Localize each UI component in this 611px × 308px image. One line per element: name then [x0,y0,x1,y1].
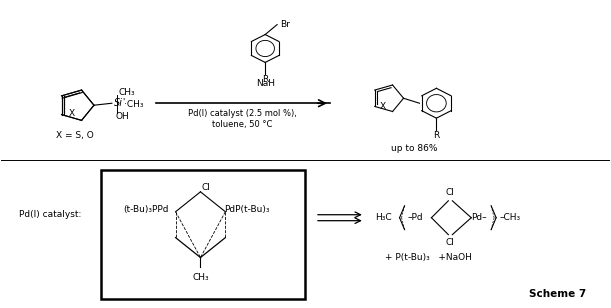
Text: ·CH₃: ·CH₃ [124,100,144,109]
Text: Cl: Cl [446,238,455,247]
Text: Cl: Cl [446,188,455,197]
Text: X = S, O: X = S, O [56,131,94,140]
Text: R: R [262,75,268,84]
Text: X: X [69,109,75,118]
Text: R: R [433,131,439,140]
Text: X: X [379,102,386,111]
Text: CH₃: CH₃ [192,273,209,282]
FancyBboxPatch shape [101,170,305,299]
Text: OH: OH [116,112,130,121]
Text: (t-Bu)₃PPd: (t-Bu)₃PPd [123,205,168,214]
Text: + P(t-Bu)₃   +NaOH: + P(t-Bu)₃ +NaOH [385,253,472,262]
Text: up to 86%: up to 86% [391,144,437,152]
Text: Pd–: Pd– [471,213,487,222]
Text: CH₃: CH₃ [119,88,136,97]
Text: H₃C: H₃C [375,213,391,222]
Text: –CH₃: –CH₃ [499,213,520,222]
Text: Cl: Cl [201,183,210,192]
Text: Br: Br [280,20,290,29]
Text: NaH: NaH [255,79,275,88]
Text: –Pd: –Pd [408,213,423,222]
Text: toluene, 50 °C: toluene, 50 °C [212,120,273,129]
Text: Scheme 7: Scheme 7 [529,289,586,299]
Text: Pd(l) catalyst (2.5 mol %),: Pd(l) catalyst (2.5 mol %), [188,109,297,118]
Text: PdP(t-Bu)₃: PdP(t-Bu)₃ [224,205,270,214]
Text: Pd(l) catalyst:: Pd(l) catalyst: [20,210,82,219]
Text: ': ' [122,98,124,107]
Text: Si: Si [114,98,123,108]
